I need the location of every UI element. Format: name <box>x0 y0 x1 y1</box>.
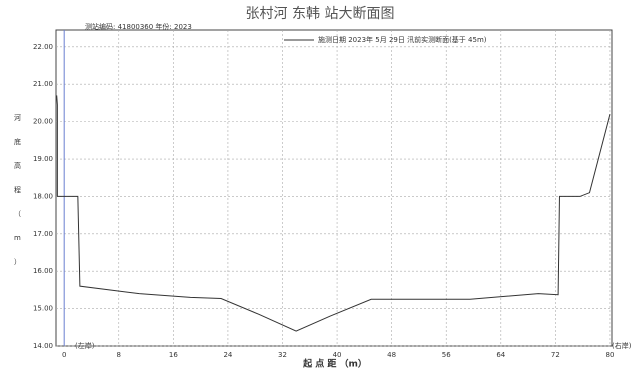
y-tick-label: 19.00 <box>33 155 53 163</box>
x-tick-label: 40 <box>333 351 342 359</box>
series-line <box>56 95 611 332</box>
x-tick-label: 56 <box>442 351 451 359</box>
y-tick-label: 15.00 <box>33 305 53 313</box>
y-tick-label: 18.00 <box>33 192 53 200</box>
y-axis-label: 河底高程（ m） <box>14 114 21 266</box>
chart-title: 张村河 东韩 站大断面图 <box>246 6 395 22</box>
y-tick-label: 16.00 <box>33 267 53 275</box>
subtitle: 测站编码: 41800360 年份: 2023 <box>85 22 192 31</box>
x-tick-label: 48 <box>387 351 396 359</box>
y-tick-label: 21.00 <box>33 80 53 88</box>
x-tick-label: 8 <box>117 351 121 359</box>
x-tick-label: 80 <box>605 351 614 359</box>
plot-frame <box>55 29 613 347</box>
y-tick-label: 17.00 <box>33 230 53 238</box>
x-tick-label: 72 <box>551 351 560 359</box>
left-bank: (左岸) <box>75 341 95 350</box>
y-tick-label: 22.00 <box>33 43 53 51</box>
x-axis-label: 起 点 距 （m） <box>302 358 367 370</box>
y-tick-label: 14.00 <box>33 342 53 350</box>
legend-label: 施测日期 2023年 5月 29日 汛前实测断面(基于 45m) <box>318 35 487 44</box>
x-tick-label: 24 <box>223 351 232 359</box>
x-tick-label: 64 <box>496 351 505 359</box>
x-tick-label: 32 <box>278 351 287 359</box>
x-tick-label: 16 <box>169 351 178 359</box>
y-tick-label: 20.00 <box>33 118 53 126</box>
right-bank: (右岸) <box>612 341 632 350</box>
x-tick-label: 0 <box>62 351 66 359</box>
